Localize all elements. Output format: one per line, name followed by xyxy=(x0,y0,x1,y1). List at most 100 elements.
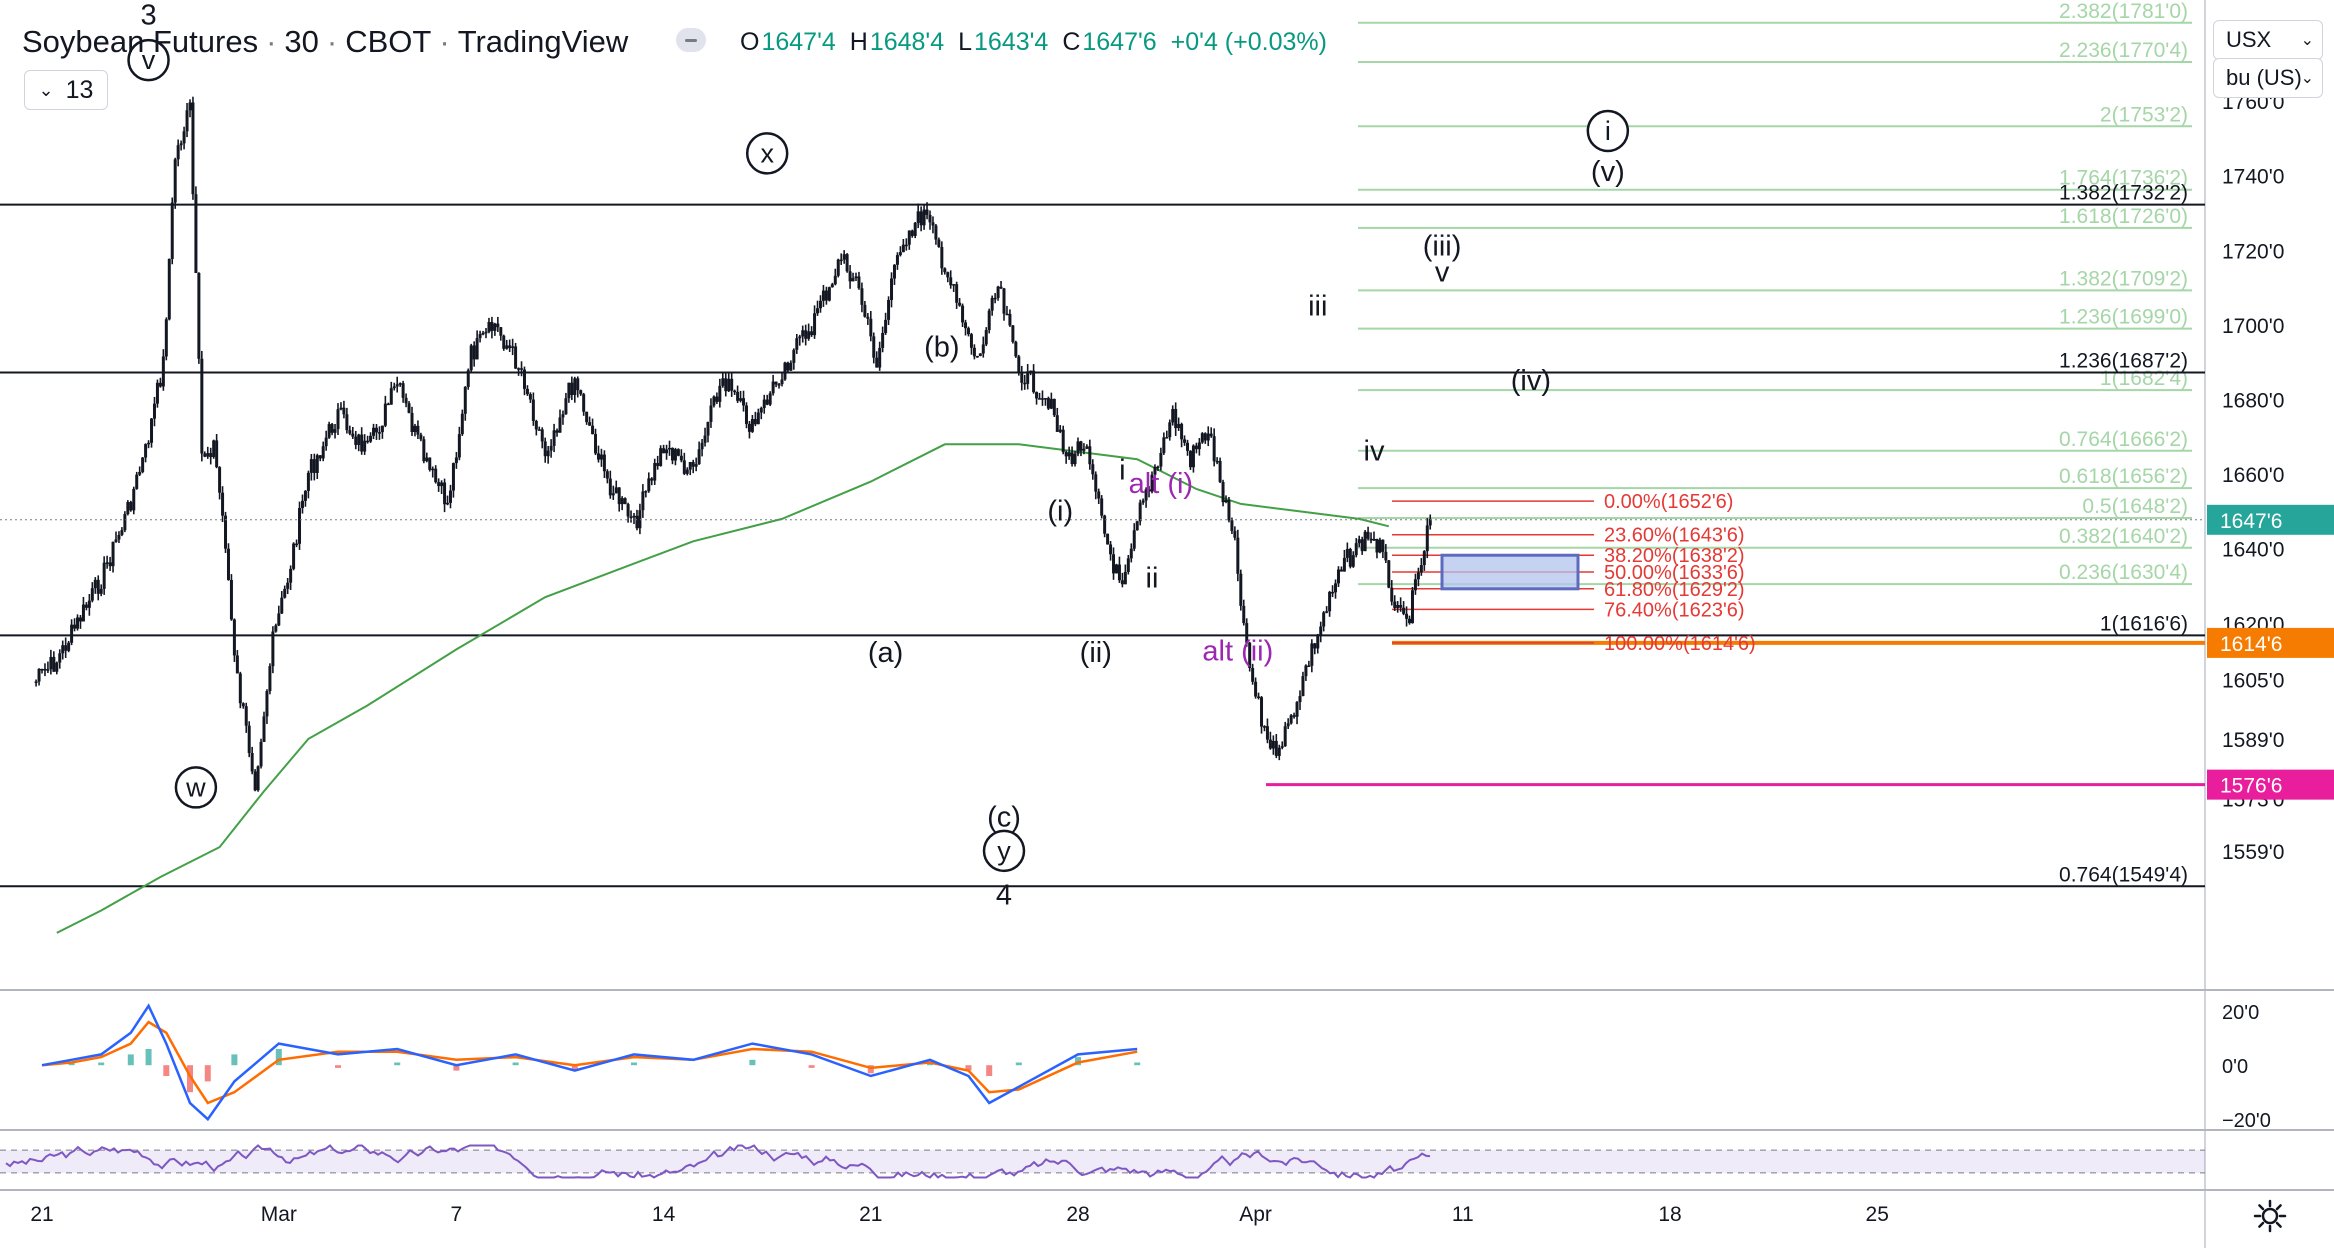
candle-body xyxy=(505,345,509,349)
candle-body xyxy=(810,331,814,336)
candle-body xyxy=(434,468,438,483)
candle-body xyxy=(881,332,885,348)
candle-body xyxy=(1319,626,1323,635)
fib-extension-label: 0.382(1640'2) xyxy=(2059,525,2188,548)
candle-body xyxy=(857,276,861,289)
candle-body xyxy=(1141,500,1145,503)
candle-body xyxy=(1399,605,1403,608)
candle-body xyxy=(1017,356,1021,374)
candle-body xyxy=(528,394,532,400)
candle-body xyxy=(493,323,497,331)
current-price-label: 1647'6 xyxy=(2220,510,2282,533)
indicators-toggle-button[interactable]: ⌄ 13 xyxy=(24,70,108,110)
candle-body xyxy=(419,434,423,440)
candle-body xyxy=(596,453,600,460)
candle-body xyxy=(599,454,603,460)
candle-body xyxy=(1088,446,1092,465)
candle-body xyxy=(1038,398,1042,400)
chevron-down-icon: ⌄ xyxy=(2300,32,2314,49)
candle-body xyxy=(1094,474,1098,492)
candle-body xyxy=(730,378,734,391)
wave-label: v xyxy=(1435,257,1450,289)
candle-body xyxy=(978,353,982,356)
wave-label: ii xyxy=(1146,563,1159,595)
candle-body xyxy=(668,447,672,450)
candle-body xyxy=(1079,441,1083,451)
wave-label: y xyxy=(997,836,1011,866)
candle-body xyxy=(665,449,669,454)
candle-body xyxy=(303,490,307,501)
wave-label-circle xyxy=(174,766,218,809)
candle-body xyxy=(1109,544,1113,555)
candle-body xyxy=(718,385,722,402)
candle-body xyxy=(1316,634,1320,649)
settings-gear-icon[interactable] xyxy=(2252,1198,2288,1234)
low-key: L xyxy=(958,27,973,56)
candle-body xyxy=(152,403,156,419)
candle-body xyxy=(170,202,174,259)
candle-body xyxy=(440,482,444,487)
title-separator: · xyxy=(326,24,338,59)
candle-body xyxy=(1023,382,1027,385)
fib-extension-label: 1.236(1699'0) xyxy=(2059,306,2188,329)
candle-body xyxy=(546,450,550,457)
candle-body xyxy=(792,349,796,363)
candle-body xyxy=(975,355,979,358)
candle-body xyxy=(1280,746,1284,748)
close-value: 1647'6 xyxy=(1082,27,1157,56)
wave-label: (c) xyxy=(987,801,1021,833)
unit-select[interactable]: bu (US) ⌄ xyxy=(2213,58,2323,98)
interval-label[interactable]: 30 xyxy=(284,24,319,59)
candle-body xyxy=(1325,611,1329,613)
macd-histogram-bar xyxy=(1134,1062,1141,1066)
candle-body xyxy=(990,297,994,311)
candle-body xyxy=(1040,398,1044,400)
more-options-button[interactable] xyxy=(676,28,706,52)
candle-body xyxy=(872,336,876,358)
time-tick-label: Mar xyxy=(261,1203,297,1226)
macd-histogram-bar xyxy=(204,1065,211,1082)
time-tick-label: 18 xyxy=(1658,1203,1681,1226)
candle-body xyxy=(345,414,349,431)
candle-body xyxy=(342,407,346,415)
candle-body xyxy=(816,308,820,314)
time-tick-label: 11 xyxy=(1452,1203,1474,1226)
candle-body xyxy=(475,338,479,360)
candle-body xyxy=(591,425,595,435)
fib-extension-label: 1.764(1736'2) xyxy=(2059,167,2188,190)
macd-tick-label: 0'0 xyxy=(2222,1056,2248,1078)
candle-body xyxy=(747,423,751,432)
candle-body xyxy=(212,440,216,458)
candle-body xyxy=(250,753,254,772)
candle-body xyxy=(1055,415,1059,432)
candle-body xyxy=(582,394,586,412)
candle-body xyxy=(901,244,905,253)
candle-body xyxy=(712,396,716,406)
time-tick-label: 7 xyxy=(451,1203,463,1226)
currency-select[interactable]: USX ⌄ xyxy=(2213,20,2323,60)
candle-body xyxy=(1233,530,1237,538)
current-price-tag xyxy=(2207,504,2334,535)
candle-body xyxy=(1313,643,1317,649)
candle-body xyxy=(564,398,568,415)
candle-body xyxy=(875,357,879,368)
candle-body xyxy=(135,474,139,489)
candle-body xyxy=(555,430,559,433)
candle-body xyxy=(247,725,251,754)
candle-body xyxy=(662,448,666,454)
candle-body xyxy=(1002,288,1006,314)
candle-body xyxy=(1097,491,1101,499)
candle-body xyxy=(286,582,290,589)
candle-body xyxy=(108,562,112,567)
candle-body xyxy=(996,286,1000,298)
candle-body xyxy=(76,617,80,629)
fib-extension-label: 1.618(1726'0) xyxy=(2059,205,2188,228)
alt-wave-label: alt (i) xyxy=(1129,468,1193,500)
candle-body xyxy=(821,290,825,301)
candle-body xyxy=(1138,502,1142,522)
candle-body xyxy=(1061,429,1065,453)
candle-body xyxy=(848,271,852,282)
symbol-name[interactable]: Soybean Futures xyxy=(22,24,259,59)
